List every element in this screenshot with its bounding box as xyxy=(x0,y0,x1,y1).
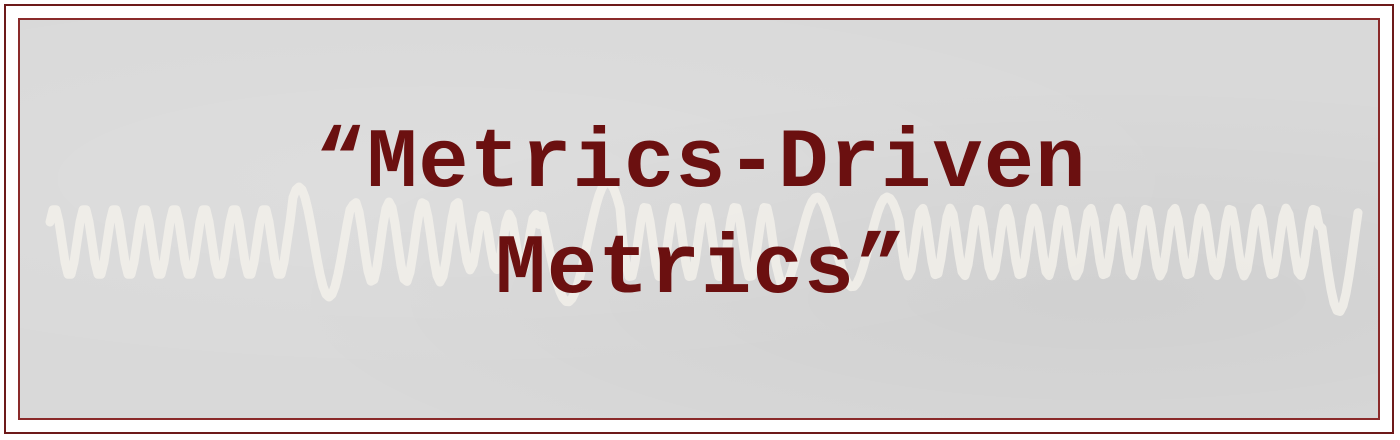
oscilloscope-wave-icon xyxy=(45,177,1363,316)
page-title: “Metrics-Driven Metrics” xyxy=(20,112,1378,324)
title-line-1: “Metrics-Driven xyxy=(315,117,1087,212)
title-line-2: Metrics” xyxy=(495,223,907,318)
title-panel: “Metrics-Driven Metrics” xyxy=(18,18,1380,420)
wave-trace xyxy=(45,177,1363,316)
outer-frame: “Metrics-Driven Metrics” xyxy=(4,4,1394,434)
